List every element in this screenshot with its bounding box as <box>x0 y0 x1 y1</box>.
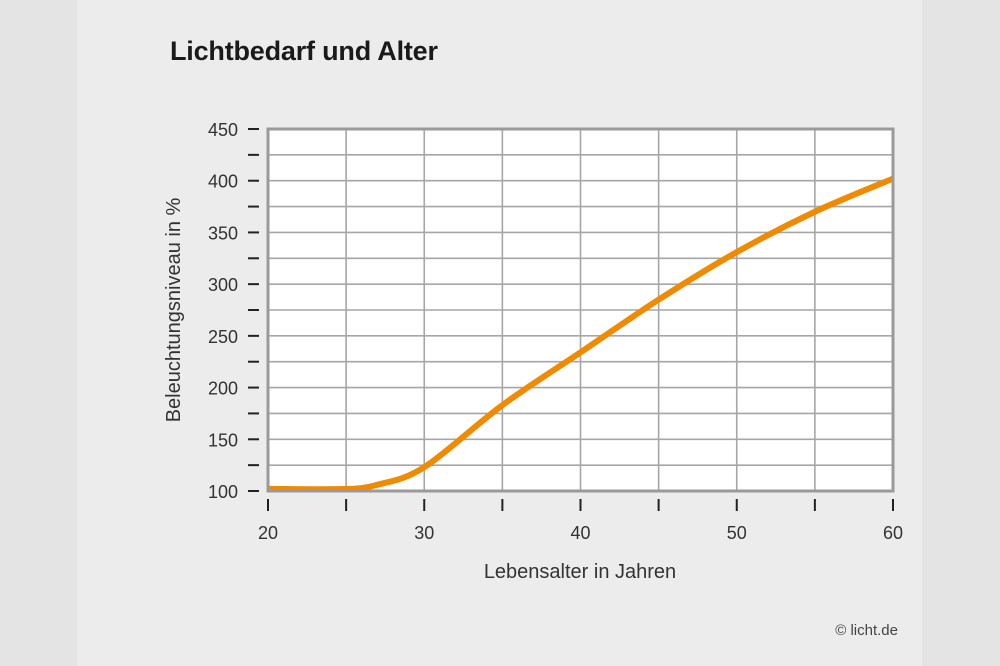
x-tick-label: 60 <box>883 523 903 543</box>
x-tick-label: 40 <box>570 523 590 543</box>
y-tick-label: 300 <box>208 275 238 295</box>
y-tick-label: 400 <box>208 172 238 192</box>
y-tick-label: 250 <box>208 327 238 347</box>
data-series-line <box>267 175 895 493</box>
y-axis-label: Beleuchtungsniveau in % <box>163 197 185 422</box>
y-tick-label: 100 <box>208 482 238 502</box>
chart-title: Lichtbedarf und Alter <box>170 36 438 66</box>
copyright-notice: © licht.de <box>835 622 898 639</box>
y-tick-label: 200 <box>208 379 238 399</box>
x-axis-label: Lebensalter in Jahren <box>484 561 676 583</box>
y-tick-label: 150 <box>208 430 238 450</box>
y-axis: 100 150 200 250 300 350 400 450 <box>208 120 259 502</box>
plot-frame <box>266 127 895 493</box>
x-axis: 20 30 40 50 60 <box>258 499 903 543</box>
y-tick-label: 350 <box>208 223 238 243</box>
x-tick-label: 50 <box>727 523 747 543</box>
y-tick-label: 450 <box>208 120 238 140</box>
series-line <box>267 175 895 493</box>
x-tick-label: 30 <box>414 523 434 543</box>
x-tick-label: 20 <box>258 523 278 543</box>
